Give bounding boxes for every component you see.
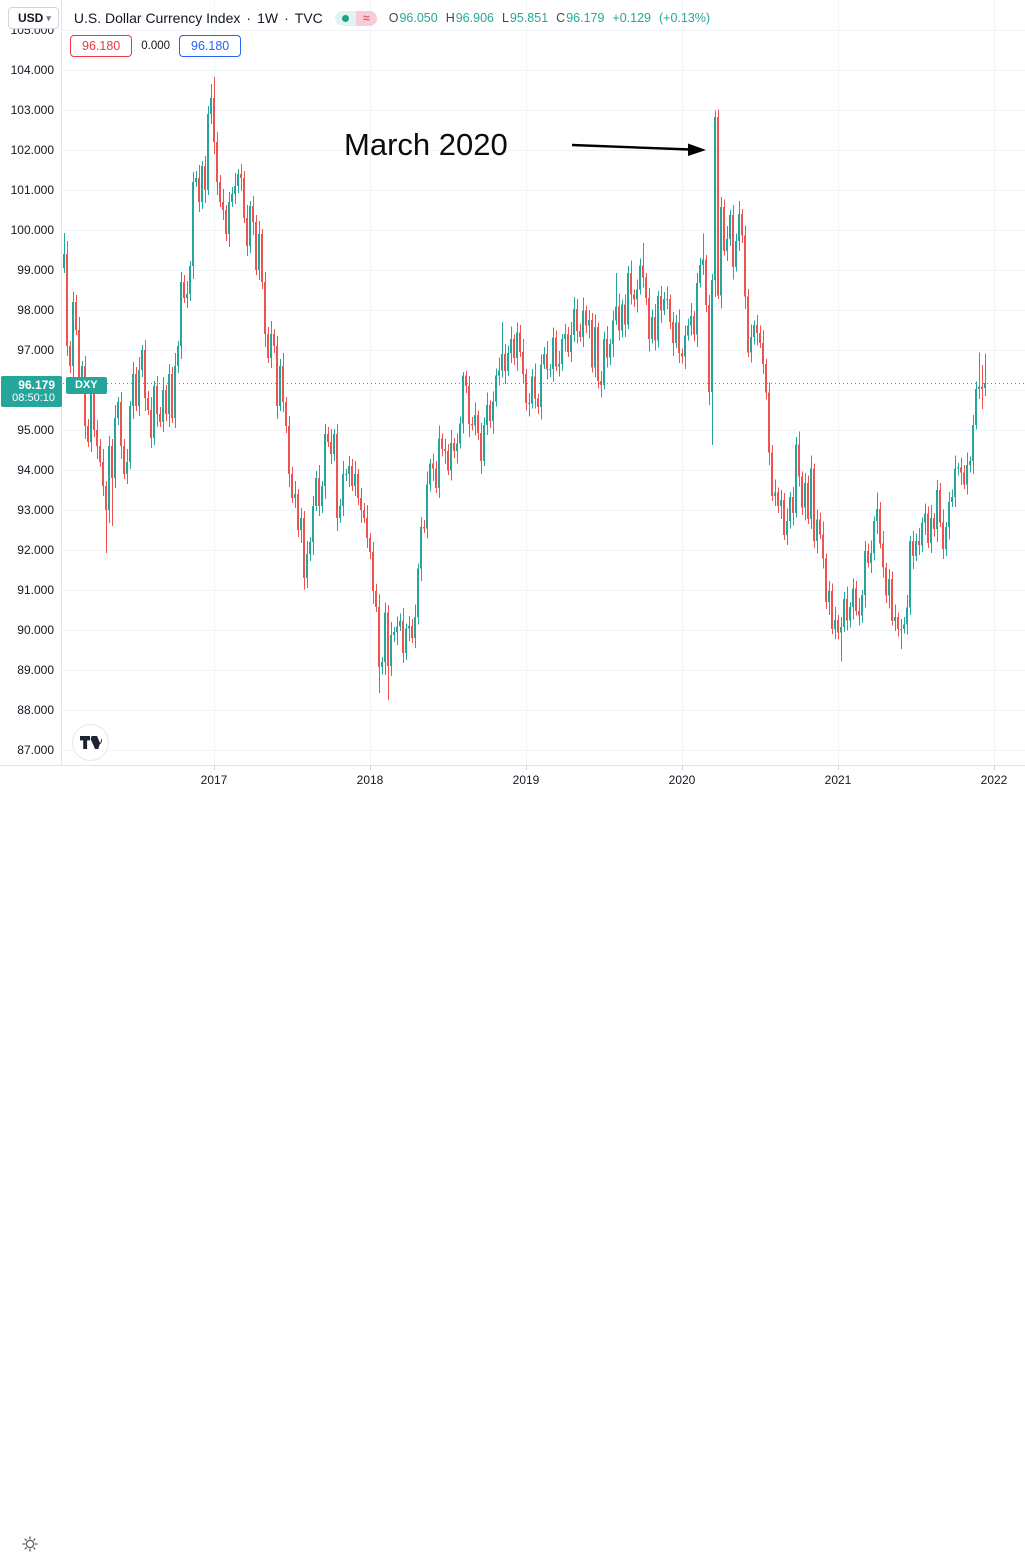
time-tick-label: 2018: [356, 773, 384, 787]
time-tick-mark: [370, 766, 371, 770]
time-axis[interactable]: 2017 2018 2019 2020 2021 2022: [0, 765, 1025, 1552]
time-tick-mark: [526, 766, 527, 770]
tradingview-logo-glyph: [79, 735, 102, 749]
current-price-value: 96.179: [18, 378, 55, 392]
market-status-group[interactable]: ≈: [334, 10, 377, 26]
price-tick-label: 89.000: [17, 663, 54, 677]
symbol-price-line-tag: DXY: [66, 377, 107, 394]
currency-label: USD: [18, 11, 44, 25]
annotation-text[interactable]: March 2020: [344, 127, 508, 162]
price-tick-label: 91.000: [17, 583, 54, 597]
time-tick-mark: [682, 766, 683, 770]
gear-icon[interactable]: [21, 1535, 39, 1553]
close-label: C: [556, 11, 566, 25]
open-label: O: [388, 11, 399, 25]
caret-down-icon: ▾: [46, 13, 51, 23]
interval-label: 1W: [257, 10, 279, 26]
change-percent: (+0.13%): [659, 11, 711, 25]
market-open-icon: [334, 10, 356, 26]
buy-button[interactable]: 96.180: [179, 35, 242, 57]
price-tick-label: 97.000: [17, 343, 54, 357]
symbol-name: U.S. Dollar Currency Index: [73, 10, 241, 26]
time-tick-label: 2019: [512, 773, 540, 787]
title-separator: ·: [246, 10, 252, 26]
time-tick-label: 2017: [200, 773, 228, 787]
sell-button[interactable]: 96.180: [70, 35, 133, 57]
low-value: 95.851: [509, 11, 549, 25]
price-tick-label: 100.000: [10, 223, 54, 237]
price-tick-label: 95.000: [17, 423, 54, 437]
time-tick-label: 2022: [980, 773, 1008, 787]
spread-value: 0.000: [141, 40, 171, 52]
price-tick-label: 90.000: [17, 623, 54, 637]
time-tick-mark: [214, 766, 215, 770]
candlestick-plot[interactable]: [0, 0, 1025, 765]
countdown-timer: 08:50:10: [12, 392, 55, 404]
high-value: 96.906: [455, 11, 494, 25]
current-price-label: 96.179 08:50:10: [1, 376, 62, 407]
price-tick-label: 99.000: [17, 263, 54, 277]
price-tick-label: 104.000: [10, 63, 54, 77]
close-value: 96.179: [566, 11, 605, 25]
price-tick-label: 87.000: [17, 743, 54, 757]
tradingview-logo[interactable]: [72, 724, 109, 761]
ohlc-values: O 96.050 H 96.906 L 95.851 C 96.179 +0.129 (…: [389, 11, 710, 25]
title-separator: ·: [284, 10, 289, 26]
time-tick-label: 2020: [668, 773, 696, 787]
time-tick-mark: [994, 766, 995, 770]
symbol-title[interactable]: U.S. Dollar Currency Index · 1W · TVC: [74, 10, 323, 26]
delayed-data-icon: ≈: [355, 10, 377, 26]
currency-selector-button[interactable]: USD ▾: [8, 7, 59, 29]
trade-panel: 96.180 0.000 96.180: [70, 35, 242, 57]
price-tick-label: 94.000: [17, 463, 54, 477]
price-tick-label: 103.000: [10, 103, 54, 117]
price-tick-label: 102.000: [10, 143, 54, 157]
price-tick-label: 98.000: [17, 303, 54, 317]
price-tick-label: 101.000: [10, 183, 54, 197]
time-tick-mark: [838, 766, 839, 770]
open-value: 96.050: [399, 11, 438, 25]
annotation-arrow[interactable]: [566, 136, 714, 160]
time-tick-label: 2021: [824, 773, 852, 787]
change-value: +0.129: [612, 11, 652, 25]
price-tick-label: 92.000: [17, 543, 54, 557]
exchange-label: TVC: [294, 10, 323, 26]
legend: USD ▾ U.S. Dollar Currency Index · 1W · …: [8, 7, 710, 29]
low-label: L: [501, 11, 509, 25]
price-tick-label: 93.000: [17, 503, 54, 517]
high-label: H: [445, 11, 455, 25]
price-tick-label: 88.000: [17, 703, 54, 717]
